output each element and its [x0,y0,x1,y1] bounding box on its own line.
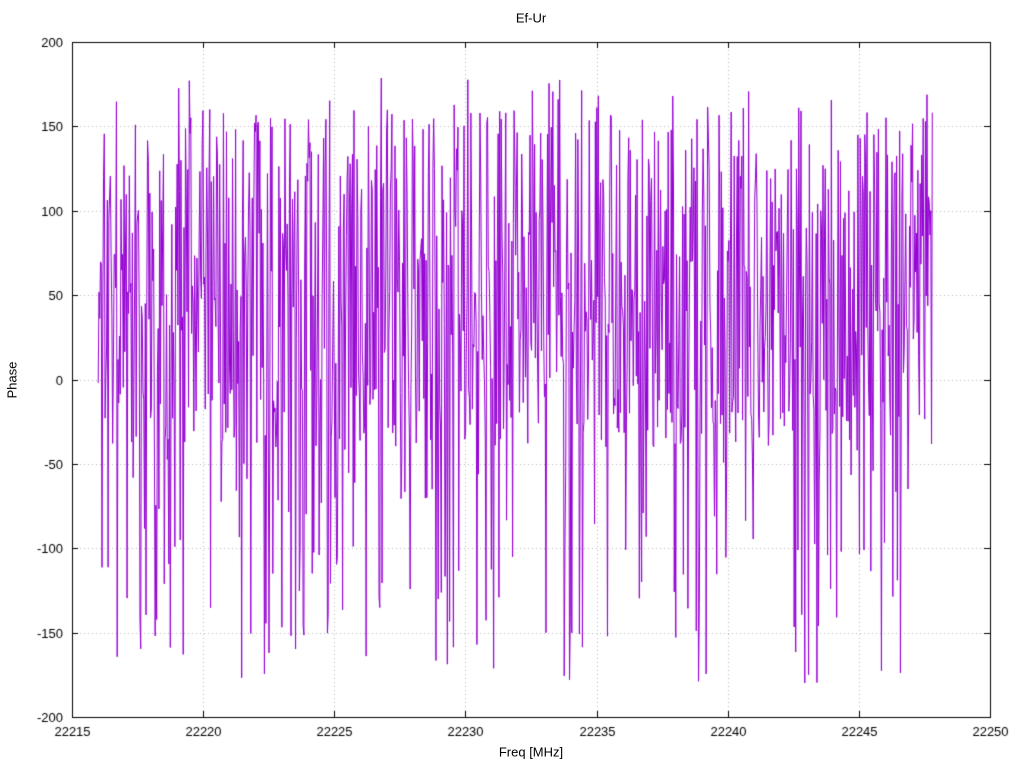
chart-title: Ef-Ur [515,10,547,26]
y-axis-label: Phase [4,361,20,399]
x-axis-label: Freq [MHz] [498,744,564,760]
